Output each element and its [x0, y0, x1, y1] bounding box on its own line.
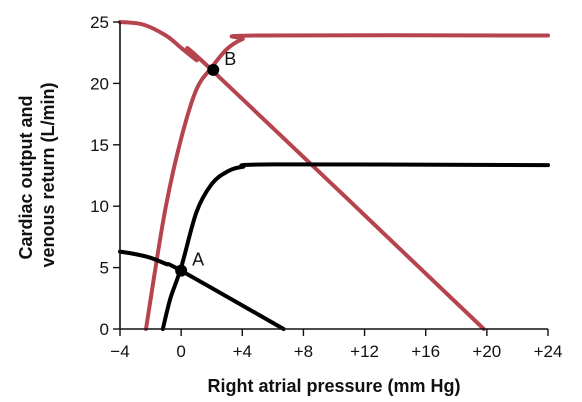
y-tick-label: 25 [90, 13, 109, 32]
series-black-3-line [160, 162, 550, 331]
y-tick-label: 10 [90, 197, 109, 216]
point-a-label: A [192, 250, 204, 270]
series-black-4-line [118, 249, 286, 331]
x-tick-label: +20 [472, 342, 501, 361]
plot-axes [119, 22, 548, 330]
curves [118, 20, 550, 331]
y-axis-title-line-2: venous return (L/min) [38, 82, 58, 267]
x-tick-label: +24 [534, 342, 563, 361]
point-b-label: B [224, 49, 236, 69]
x-ticks: −4 0 +4 +8 +12 +16 +20 +24 [110, 329, 562, 361]
points: AB [175, 49, 236, 277]
x-tick-label: +16 [411, 342, 440, 361]
point-a-marker [175, 264, 188, 277]
y-axis-title-line-1: Cardiac output and [16, 96, 36, 260]
x-tick-label: 0 [176, 342, 185, 361]
point-b-marker [207, 63, 220, 76]
y-tick-label: 20 [90, 74, 109, 93]
x-tick-label: +4 [233, 342, 252, 361]
y-tick-label: 5 [100, 259, 109, 278]
x-tick-label: +12 [350, 342, 379, 361]
y-ticks: 0 5 10 15 20 25 [90, 13, 120, 339]
x-tick-label: +8 [294, 342, 313, 361]
y-tick-label: 0 [100, 320, 109, 339]
series-red-2-line [118, 20, 486, 331]
y-tick-label: 15 [90, 136, 109, 155]
x-axis-title: Right atrial pressure (mm Hg) [207, 376, 460, 396]
y-axis-title: Cardiac output and venous return (L/min) [16, 82, 58, 267]
x-tick-label: −4 [110, 342, 129, 361]
